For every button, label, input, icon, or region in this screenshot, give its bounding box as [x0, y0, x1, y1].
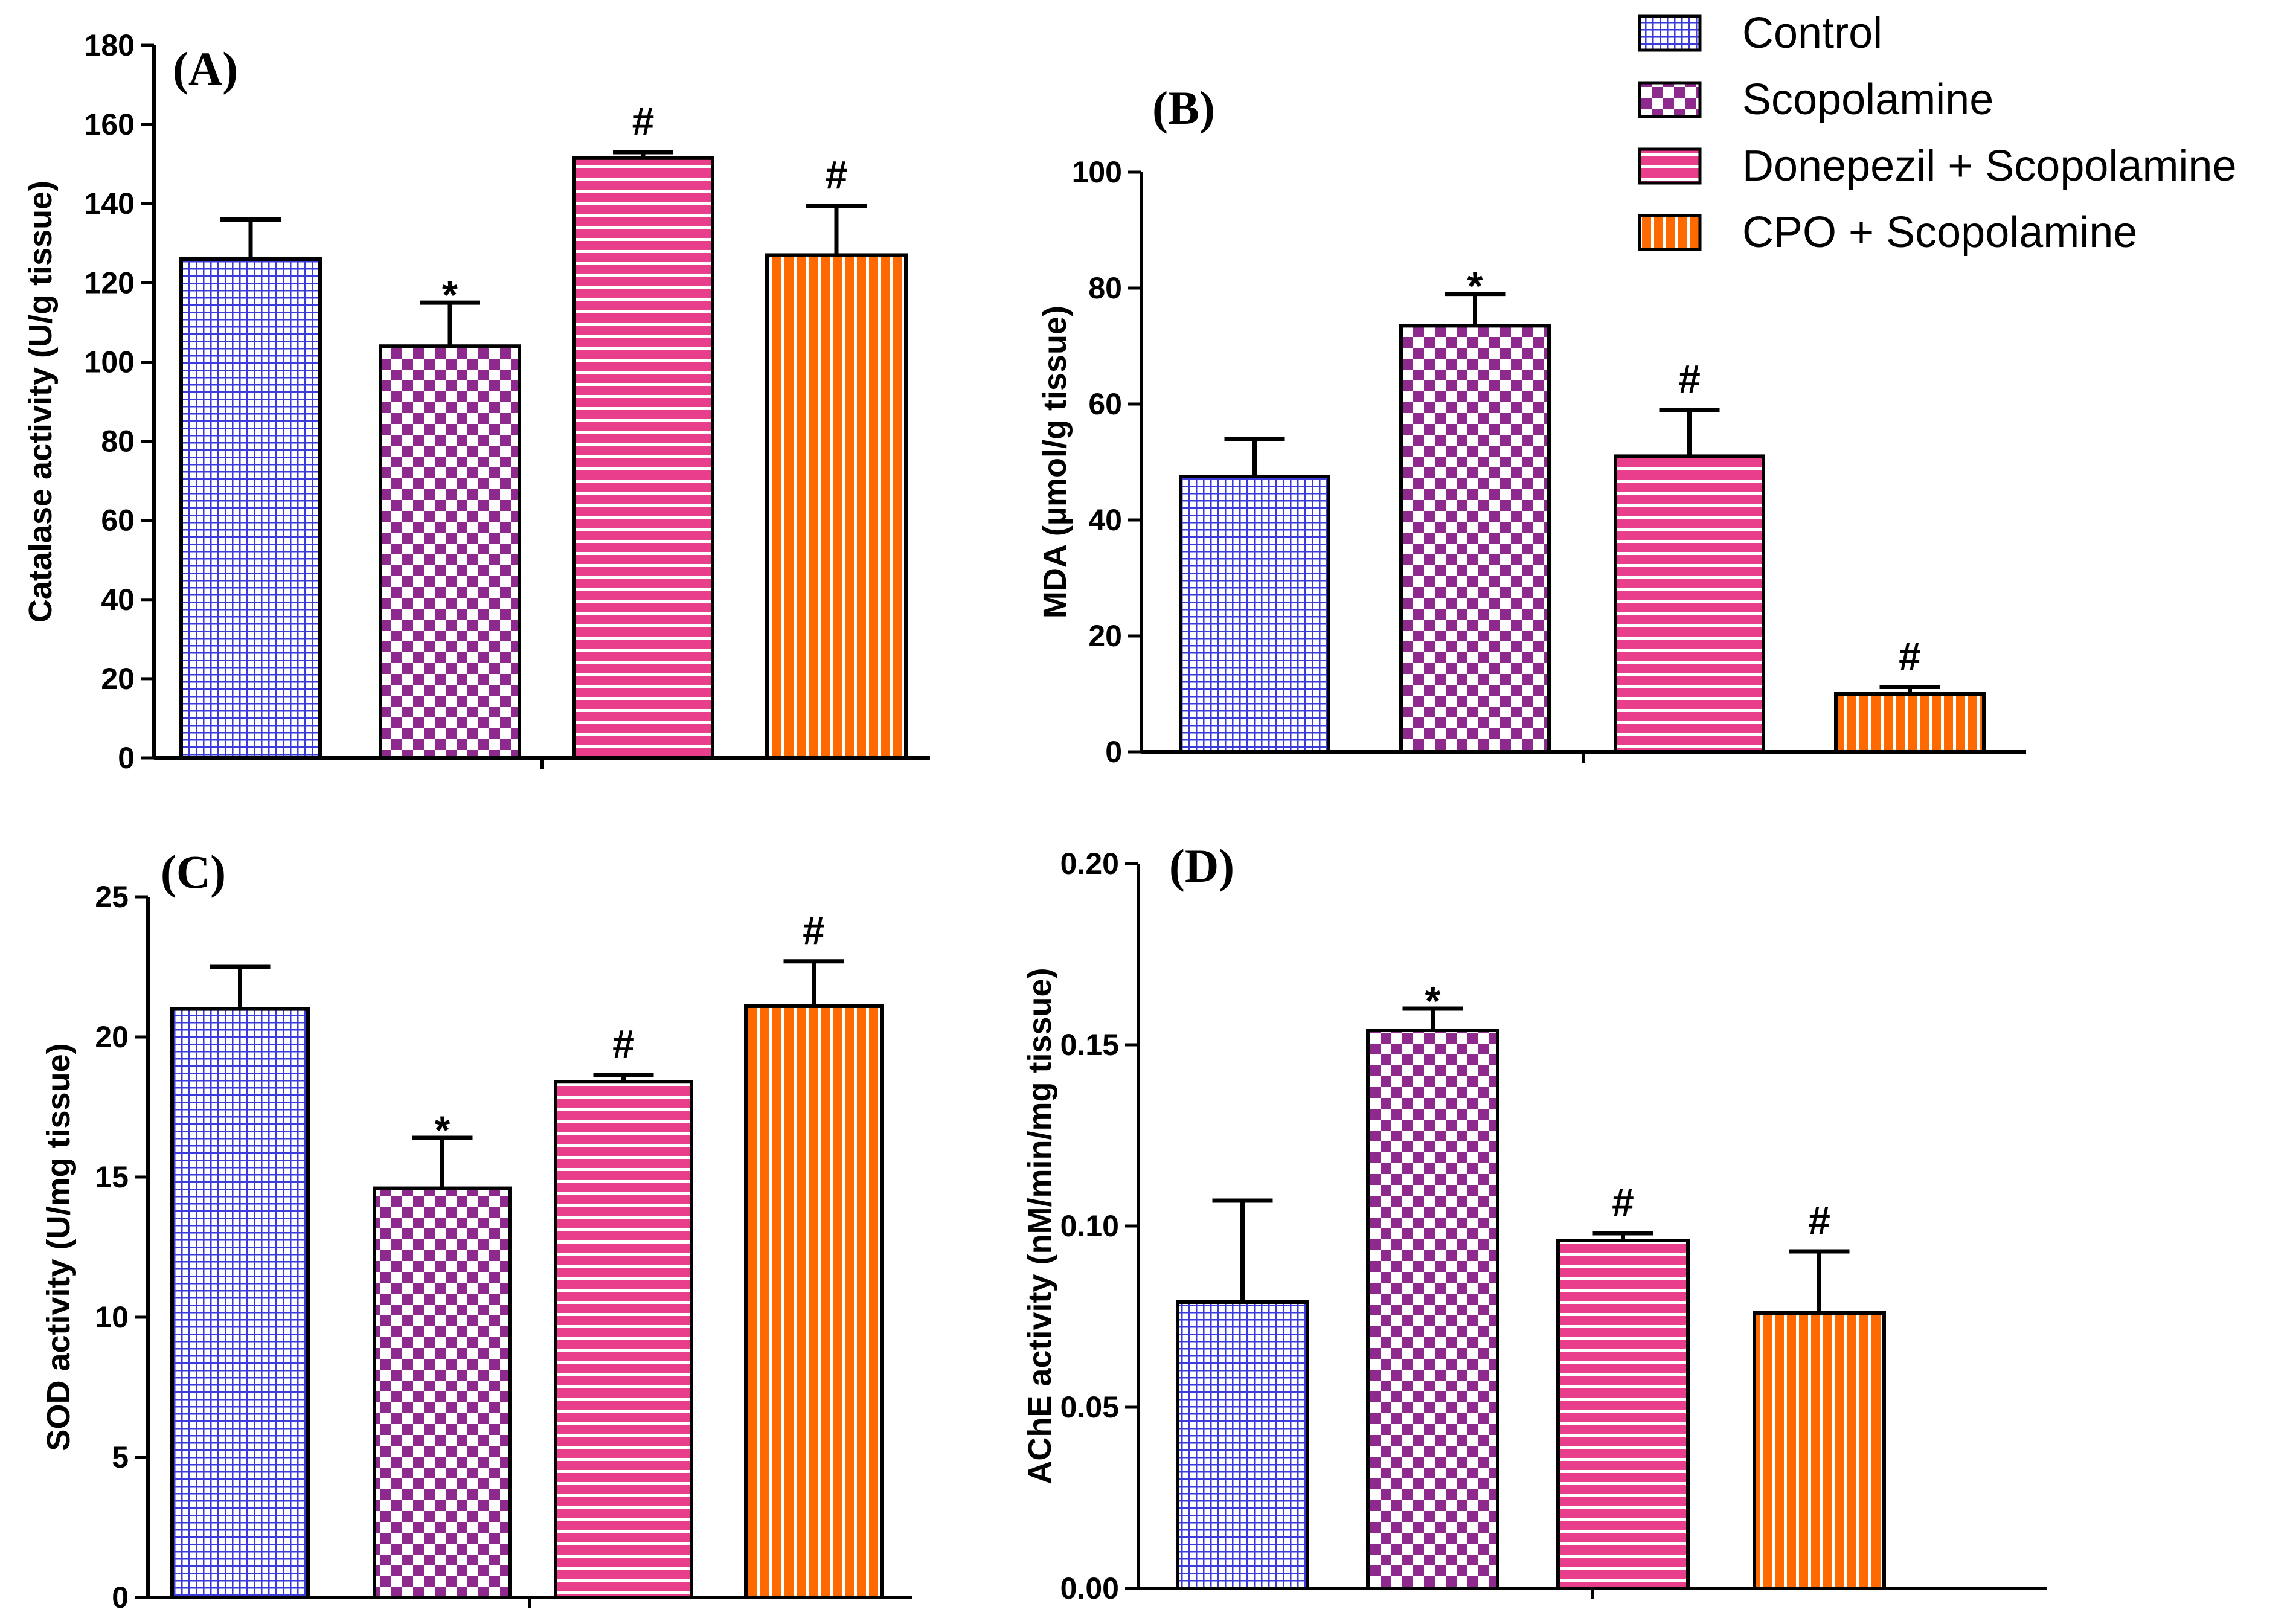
y-tick-label: 100	[1072, 155, 1122, 189]
y-tick-label: 0.20	[1060, 847, 1119, 881]
bar-donepezil	[554, 1080, 693, 1599]
y-tick-label: 0	[1105, 735, 1122, 769]
significance-marker-donepezil: #	[1612, 1180, 1634, 1225]
bar-cpo	[765, 253, 908, 760]
bar-donepezil	[1614, 454, 1765, 754]
legend-swatch-control	[1638, 14, 1702, 52]
significance-marker-donepezil: #	[612, 1022, 635, 1067]
bar-control	[170, 1007, 310, 1599]
significance-marker-cpo: #	[1899, 634, 1921, 678]
legend-label-scopolamine: Scopolamine	[1742, 75, 1993, 124]
significance-marker-cpo: #	[826, 153, 848, 197]
y-tick-label: 40	[1088, 503, 1122, 537]
bar-cpo	[1753, 1311, 1886, 1590]
bar-scopolamine	[1366, 1029, 1499, 1590]
y-tick-label: 100	[85, 345, 135, 379]
significance-marker-cpo: #	[803, 908, 825, 953]
legend-label-cpo: CPO + Scopolamine	[1742, 208, 2137, 257]
y-axis-title: Catalase activity (U/g tissue)	[22, 181, 59, 623]
panel-label: (C)	[161, 846, 226, 898]
y-tick-label: 40	[101, 583, 135, 617]
panel-label: (A)	[173, 42, 238, 95]
y-tick-label: 0.10	[1060, 1209, 1119, 1243]
y-axis-title: MDA (µmol/g tissue)	[1037, 306, 1073, 618]
bar-control	[179, 257, 322, 760]
chart-panel-2: 0 20 40 60 80 100 MDA (µmol/g tissue) (B) * # #	[1037, 82, 2026, 769]
y-tick-label: 60	[101, 504, 135, 538]
y-tick-label: 15	[95, 1160, 129, 1194]
bar-cpo	[1834, 692, 1986, 754]
significance-marker-cpo: #	[1808, 1198, 1830, 1243]
y-tick-label: 0.05	[1060, 1390, 1119, 1424]
y-tick-label: 20	[95, 1020, 129, 1054]
y-tick-label: 140	[85, 187, 135, 220]
y-tick-label: 80	[1088, 271, 1122, 305]
y-tick-label: 25	[95, 880, 129, 914]
y-tick-label: 160	[85, 108, 135, 141]
chart-panel-3: 0 5 10 15 20 25 SOD activity (U/mg tissue) (C) *…	[40, 846, 912, 1614]
significance-marker-scopolamine: *	[1467, 264, 1483, 309]
y-tick-label: 20	[101, 662, 135, 696]
significance-marker-scopolamine: *	[442, 272, 458, 317]
legend-label-control: Control	[1742, 9, 1882, 57]
legend-swatch-cpo	[1638, 214, 1702, 251]
bar-cpo	[744, 1004, 884, 1599]
y-tick-label: 0.15	[1060, 1028, 1119, 1062]
y-tick-label: 80	[101, 425, 135, 458]
y-tick-label: 180	[85, 28, 135, 62]
y-tick-label: 0.00	[1060, 1571, 1119, 1605]
bar-scopolamine	[379, 344, 521, 760]
chart-panel-1: 0 20 40 60 80 100 120 140 160 180 Catalase activit…	[22, 28, 930, 775]
y-tick-label: 20	[1088, 619, 1122, 653]
bar-donepezil	[1556, 1239, 1690, 1590]
bar-scopolamine	[1399, 324, 1551, 754]
y-tick-label: 0	[112, 1581, 129, 1614]
legend-swatch-donepezil	[1638, 147, 1702, 185]
significance-marker-scopolamine: *	[435, 1108, 451, 1152]
y-axis-title: SOD activity (U/mg tissue)	[40, 1043, 77, 1451]
bar-control	[1179, 475, 1330, 754]
panel-label: (B)	[1152, 82, 1215, 134]
bar-donepezil	[572, 156, 714, 760]
legend: Control Scopolamine Donepezil + Scopolamin…	[1638, 9, 2237, 257]
significance-marker-scopolamine: *	[1425, 978, 1441, 1023]
y-tick-label: 10	[95, 1300, 129, 1334]
y-tick-label: 60	[1088, 387, 1122, 421]
significance-marker-donepezil: #	[632, 99, 655, 144]
legend-swatch-scopolamine	[1638, 81, 1702, 118]
y-tick-label: 120	[85, 266, 135, 300]
significance-marker-donepezil: #	[1678, 357, 1701, 402]
bar-control	[1176, 1300, 1309, 1590]
chart-panel-4: 0.00 0.05 0.10 0.15 0.20 AChE activity (nM/mi…	[1022, 839, 2047, 1605]
bar-scopolamine	[373, 1186, 512, 1600]
y-axis-title: AChE activity (nM/min/mg tissue)	[1022, 968, 1058, 1484]
panel-label: (D)	[1169, 839, 1234, 892]
y-tick-label: 0	[118, 741, 135, 775]
legend-label-donepezil: Donepezil + Scopolamine	[1742, 142, 2237, 190]
y-tick-label: 5	[112, 1440, 129, 1474]
